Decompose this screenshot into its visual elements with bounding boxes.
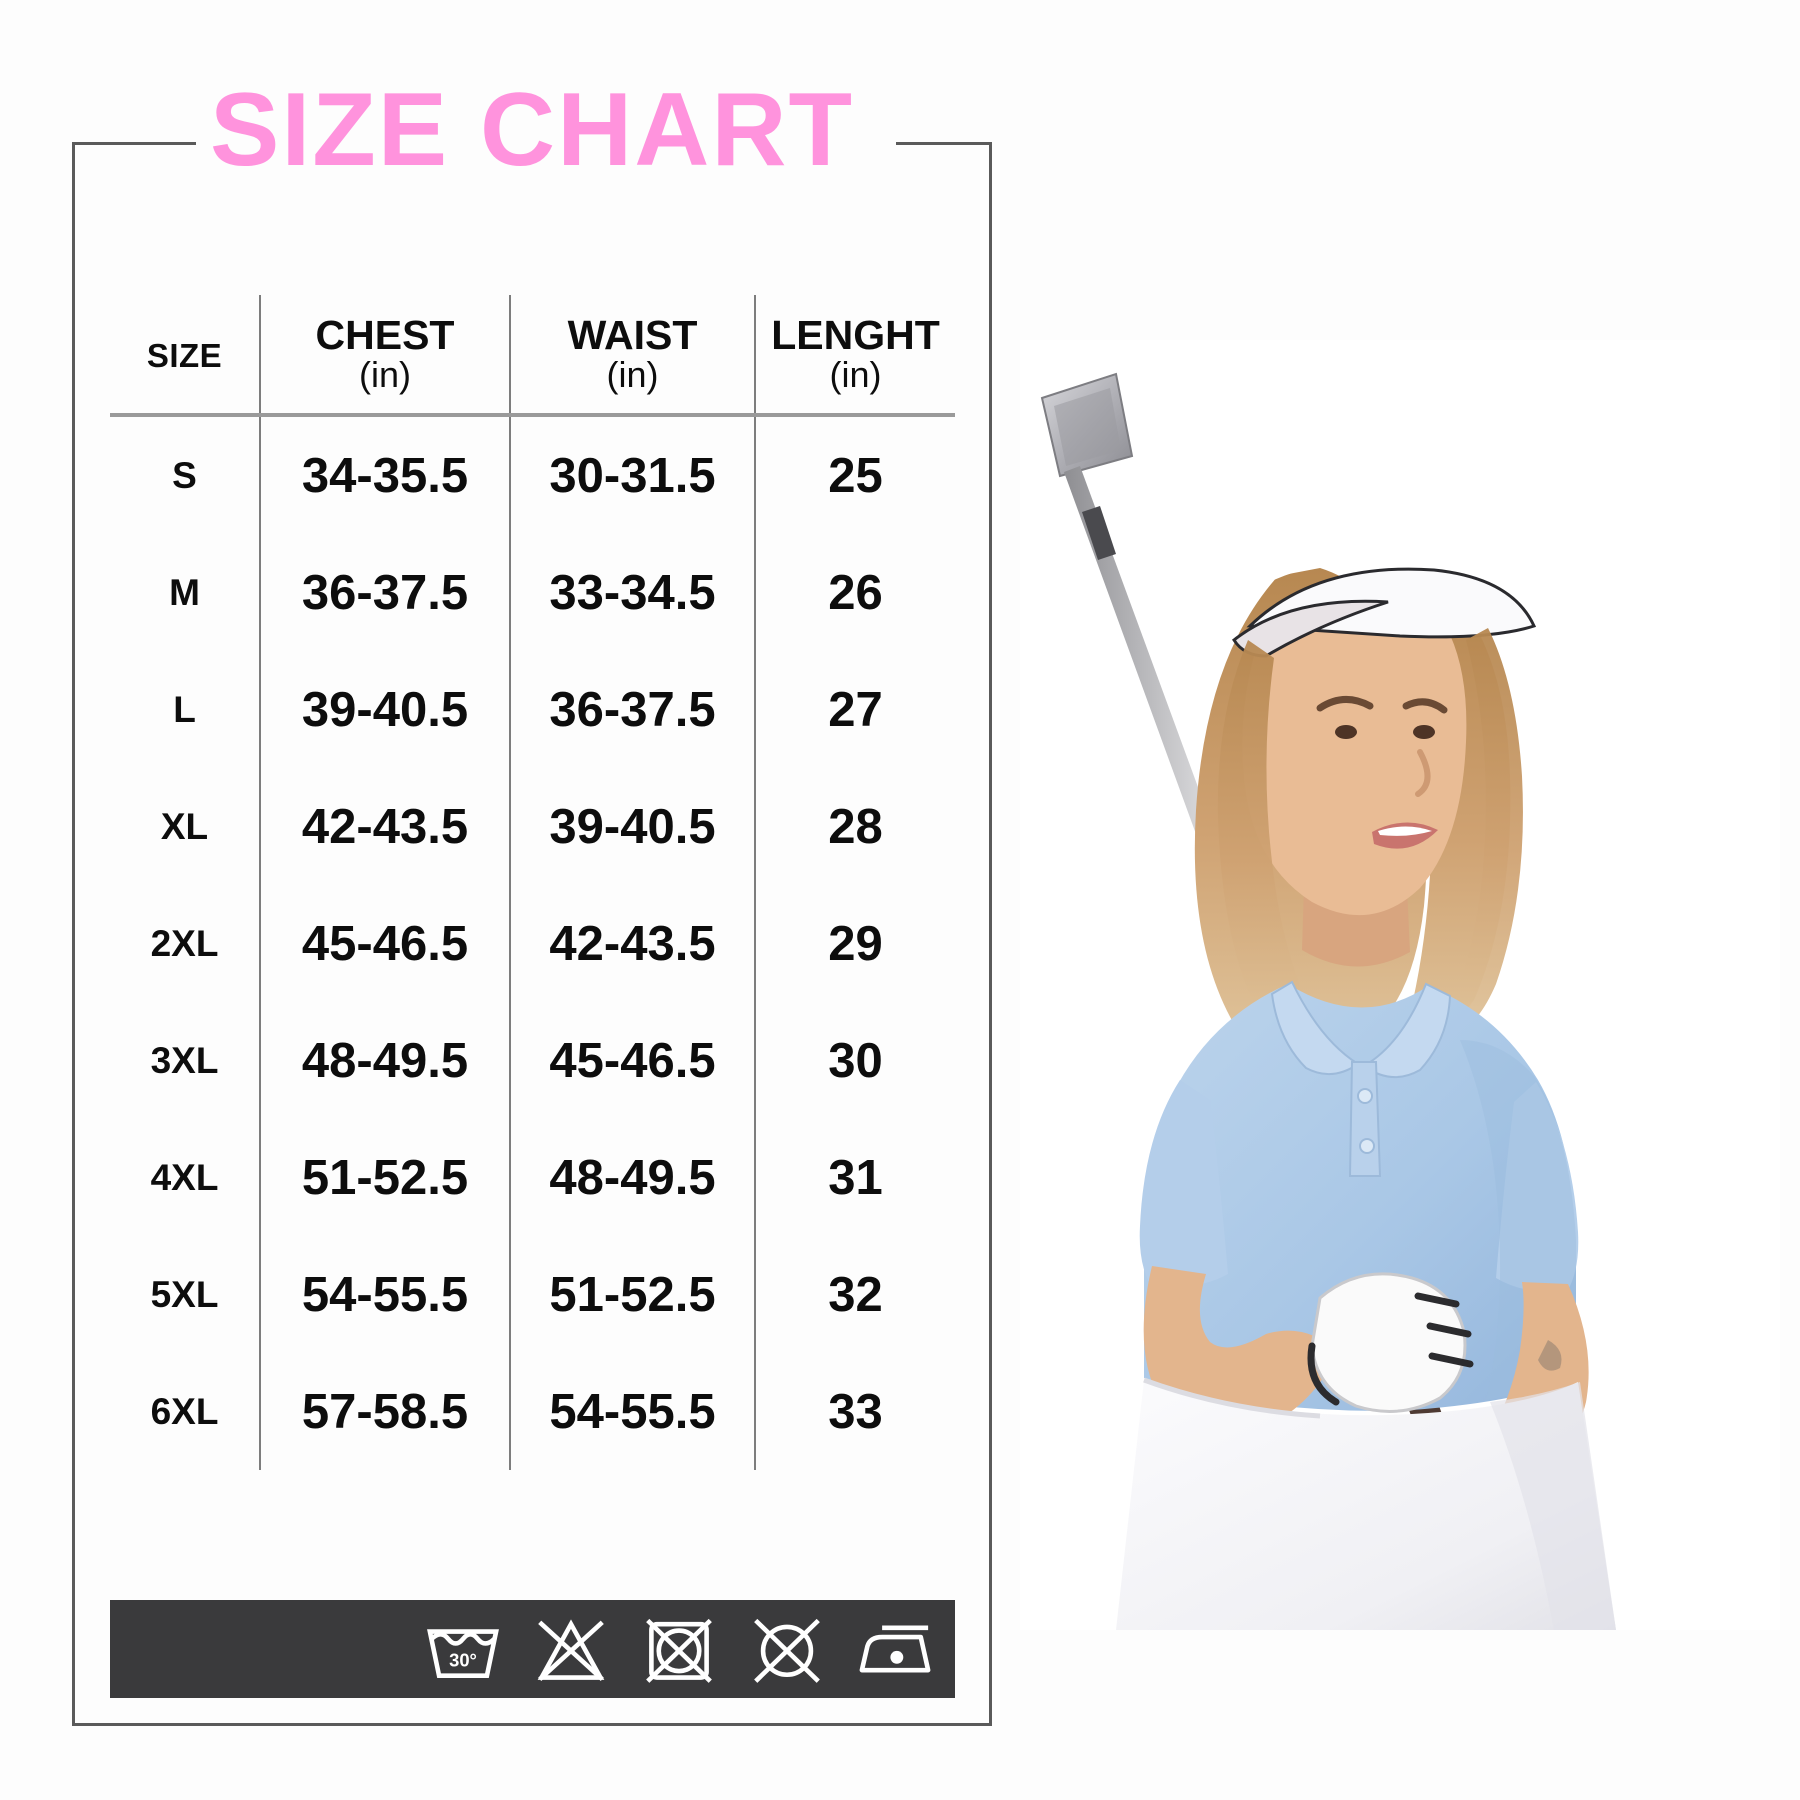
product-photo <box>1020 340 1780 1630</box>
table-row: 3XL 48-49.5 45-46.5 30 <box>110 1002 955 1119</box>
skirt <box>1116 1380 1616 1630</box>
size-chart-table: SIZE CHEST (in) WAIST (in) LENGHT (in) S <box>110 295 955 1470</box>
cell-size: 2XL <box>150 922 219 964</box>
column-header-length-unit: (in) <box>829 353 882 395</box>
cell-chest: 48-49.5 <box>259 1002 510 1119</box>
cell-chest: 42-43.5 <box>259 768 510 885</box>
iron-low-icon <box>849 1613 941 1685</box>
column-header-size-label: SIZE <box>146 336 223 374</box>
title-notch <box>196 128 896 158</box>
cell-chest: 39-40.5 <box>259 651 510 768</box>
cell-size: 3XL <box>150 1039 219 1081</box>
cell-chest: 36-37.5 <box>259 534 510 651</box>
cell-size: S <box>172 454 197 496</box>
do-not-bleach-icon <box>525 1613 617 1685</box>
column-header-waist-label: WAIST <box>567 311 698 358</box>
cell-waist: 51-52.5 <box>509 1236 755 1353</box>
column-header-size: SIZE <box>110 295 260 417</box>
column-header-waist: WAIST (in) <box>509 295 755 417</box>
table-row: M 36-37.5 33-34.5 26 <box>110 534 955 651</box>
machine-wash-30-icon: 30° <box>417 1613 509 1685</box>
care-instructions-bar: 30° <box>110 1600 955 1698</box>
cell-length: 25 <box>754 415 955 534</box>
cell-waist: 39-40.5 <box>509 768 755 885</box>
cell-chest: 54-55.5 <box>259 1236 510 1353</box>
column-header-chest-label: CHEST <box>315 311 455 358</box>
model-illustration <box>1020 340 1780 1630</box>
polo-shirt <box>1139 980 1579 1411</box>
cell-length: 32 <box>754 1236 955 1353</box>
table-row: 6XL 57-58.5 54-55.5 33 <box>110 1353 955 1470</box>
column-header-waist-unit: (in) <box>606 353 659 395</box>
table-row: 5XL 54-55.5 51-52.5 32 <box>110 1236 955 1353</box>
cell-waist: 48-49.5 <box>509 1119 755 1236</box>
cell-size: L <box>173 688 196 730</box>
cell-waist: 42-43.5 <box>509 885 755 1002</box>
do-not-tumble-dry-icon <box>633 1613 725 1685</box>
cell-chest: 45-46.5 <box>259 885 510 1002</box>
cell-length: 29 <box>754 885 955 1002</box>
golf-glove-icon <box>1307 1272 1474 1413</box>
cell-length: 26 <box>754 534 955 651</box>
cell-chest: 57-58.5 <box>259 1353 510 1470</box>
cell-length: 27 <box>754 651 955 768</box>
cell-length: 28 <box>754 768 955 885</box>
cell-size: 5XL <box>150 1273 219 1315</box>
table-row: 4XL 51-52.5 48-49.5 31 <box>110 1119 955 1236</box>
cell-size: XL <box>160 805 209 847</box>
cell-waist: 36-37.5 <box>509 651 755 768</box>
cell-length: 33 <box>754 1353 955 1470</box>
do-not-dry-clean-icon <box>741 1613 833 1685</box>
cell-chest: 51-52.5 <box>259 1119 510 1236</box>
table-row: 2XL 45-46.5 42-43.5 29 <box>110 885 955 1002</box>
column-header-length: LENGHT (in) <box>754 295 955 417</box>
table-row: S 34-35.5 30-31.5 25 <box>110 415 955 534</box>
cell-size: 4XL <box>150 1156 219 1198</box>
cell-length: 31 <box>754 1119 955 1236</box>
column-header-chest: CHEST (in) <box>259 295 510 417</box>
page-title: SIZE CHART <box>210 72 854 188</box>
column-header-length-label: LENGHT <box>771 311 940 358</box>
cell-waist: 54-55.5 <box>509 1353 755 1470</box>
cell-chest: 34-35.5 <box>259 415 510 534</box>
cell-size: M <box>169 571 200 613</box>
cell-length: 30 <box>754 1002 955 1119</box>
cell-waist: 45-46.5 <box>509 1002 755 1119</box>
cell-waist: 33-34.5 <box>509 534 755 651</box>
table-row: XL 42-43.5 39-40.5 28 <box>110 768 955 885</box>
table-row: L 39-40.5 36-37.5 27 <box>110 651 955 768</box>
cell-size: 6XL <box>150 1390 219 1432</box>
visor-icon <box>1232 539 1539 658</box>
table-header-row: SIZE CHEST (in) WAIST (in) LENGHT (in) <box>110 295 955 417</box>
cell-waist: 30-31.5 <box>509 415 755 534</box>
column-header-chest-unit: (in) <box>359 353 411 395</box>
svg-text:30°: 30° <box>449 1649 477 1670</box>
